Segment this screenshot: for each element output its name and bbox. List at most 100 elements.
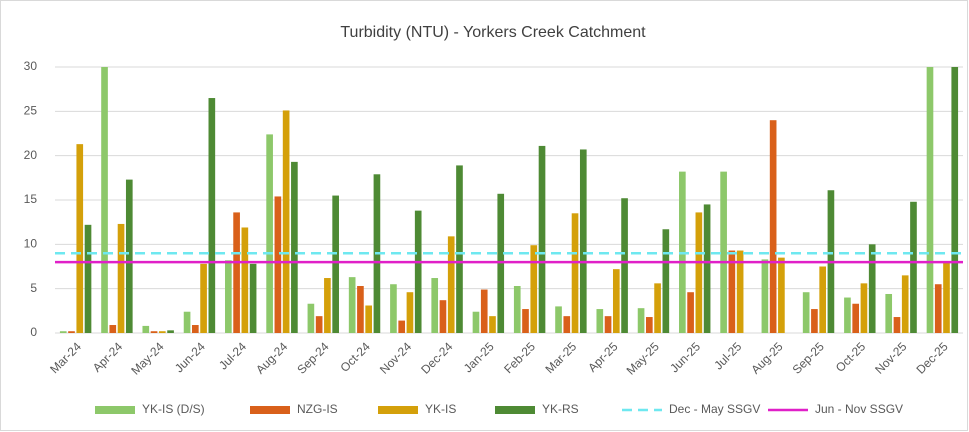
- bar: [241, 227, 249, 333]
- bar: [68, 331, 75, 333]
- bar: [59, 331, 67, 333]
- bar: [249, 263, 257, 333]
- bar: [579, 149, 587, 333]
- bar: [703, 204, 711, 333]
- bar: [233, 212, 240, 333]
- bar: [200, 263, 207, 333]
- y-tick-label: 10: [24, 237, 38, 251]
- y-tick-label: 15: [24, 192, 38, 206]
- bar: [225, 260, 232, 333]
- bar: [183, 311, 191, 333]
- bar: [324, 278, 331, 333]
- bar: [274, 196, 282, 333]
- bar: [117, 223, 125, 333]
- bar: [868, 244, 876, 333]
- bar: [348, 277, 356, 333]
- bar: [398, 320, 406, 333]
- legend-label: NZG-IS: [297, 402, 338, 416]
- bar: [695, 212, 703, 333]
- bar: [555, 306, 562, 333]
- bar: [778, 257, 785, 333]
- bar: [414, 210, 422, 333]
- bar: [431, 278, 439, 333]
- bar: [893, 317, 901, 333]
- bar: [819, 266, 826, 333]
- bar: [167, 330, 174, 333]
- bar: [802, 292, 810, 333]
- bar: [522, 309, 529, 333]
- bar: [728, 250, 736, 333]
- bar: [332, 195, 339, 333]
- bar: [720, 171, 727, 333]
- bar: [621, 198, 628, 333]
- bar: [563, 316, 571, 333]
- bar: [365, 305, 372, 333]
- bar: [612, 269, 620, 333]
- bar: [926, 67, 934, 333]
- legend-swatch: [250, 406, 290, 414]
- bar: [282, 110, 290, 334]
- bar: [472, 311, 480, 333]
- bar: [943, 261, 950, 333]
- y-tick-label: 5: [30, 281, 37, 295]
- y-tick-label: 0: [30, 325, 37, 339]
- bar: [860, 283, 868, 333]
- bar: [769, 120, 777, 333]
- bar: [489, 316, 496, 333]
- legend-swatch: [495, 406, 535, 414]
- legend-label: Jun - Nov SSGV: [815, 402, 903, 416]
- bar: [662, 229, 670, 333]
- bar: [646, 317, 653, 333]
- y-tick-label: 20: [24, 148, 38, 162]
- bar: [109, 325, 117, 333]
- bar: [315, 316, 323, 333]
- bar: [456, 165, 463, 333]
- bar: [604, 316, 612, 333]
- bar: [291, 161, 298, 333]
- bar: [596, 309, 604, 333]
- bar: [101, 67, 108, 333]
- bar: [654, 283, 661, 333]
- bar: [530, 245, 538, 333]
- bar: [811, 309, 818, 333]
- bar: [76, 144, 84, 333]
- legend-swatch: [378, 406, 418, 414]
- bar: [208, 98, 216, 334]
- bar: [761, 259, 769, 333]
- legend-label: Dec - May SSGV: [669, 402, 760, 416]
- legend-label: YK-IS (D/S): [142, 402, 205, 416]
- bar: [266, 134, 273, 333]
- bar: [538, 145, 546, 333]
- bar: [951, 67, 959, 333]
- y-tick-label: 30: [24, 59, 38, 73]
- bar: [192, 325, 199, 333]
- bar: [571, 213, 579, 333]
- bar: [390, 284, 397, 333]
- bar: [910, 201, 917, 333]
- bar: [406, 292, 414, 333]
- bar: [447, 236, 455, 333]
- legend-label: YK-IS: [425, 402, 456, 416]
- bar: [142, 325, 150, 333]
- bar: [307, 303, 315, 333]
- bar: [901, 275, 909, 333]
- bar: [513, 286, 521, 333]
- bar: [150, 331, 158, 333]
- bar: [480, 289, 488, 333]
- legend-swatch: [95, 406, 135, 414]
- bar: [84, 224, 92, 333]
- y-tick-label: 25: [24, 104, 38, 118]
- bar: [158, 331, 166, 333]
- legend-label: YK-RS: [542, 402, 579, 416]
- bar: [687, 292, 694, 333]
- bar: [852, 303, 860, 333]
- bar: [885, 293, 893, 333]
- bar: [736, 250, 744, 333]
- bar: [125, 179, 133, 333]
- bar: [357, 286, 364, 333]
- bar: [934, 284, 942, 333]
- bar: [439, 300, 447, 333]
- bar: [637, 308, 645, 333]
